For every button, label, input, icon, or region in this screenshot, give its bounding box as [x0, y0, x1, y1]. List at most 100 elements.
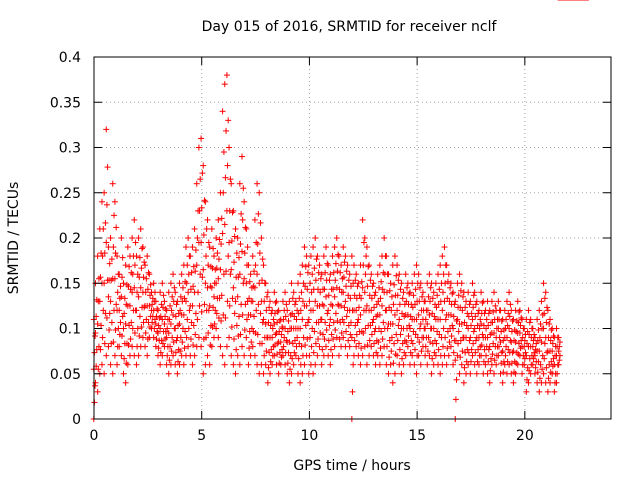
- data-point: [325, 292, 332, 299]
- data-point: [409, 340, 416, 347]
- data-point: [198, 135, 205, 142]
- data-point: [200, 370, 207, 377]
- data-point: [553, 325, 560, 332]
- data-point: [306, 352, 313, 359]
- data-point: [516, 340, 523, 347]
- data-point: [457, 287, 464, 294]
- data-point: [219, 108, 226, 115]
- data-point: [318, 271, 325, 278]
- data-point: [388, 334, 395, 341]
- y-tick-label: 0.25: [50, 186, 81, 202]
- data-point: [439, 307, 446, 314]
- data-point: [354, 283, 361, 290]
- data-point: [399, 295, 406, 302]
- data-point: [94, 320, 101, 327]
- data-point: [223, 343, 230, 350]
- data-point: [340, 274, 347, 281]
- data-point: [319, 346, 326, 353]
- data-point: [428, 370, 435, 377]
- data-point: [299, 298, 306, 305]
- data-point: [224, 162, 231, 169]
- data-point: [247, 271, 254, 278]
- data-point: [488, 298, 495, 305]
- data-point: [443, 361, 450, 368]
- data-point: [187, 253, 194, 260]
- data-point: [167, 320, 174, 327]
- data-point: [366, 337, 373, 344]
- data-point: [346, 271, 353, 278]
- data-point: [359, 284, 366, 291]
- data-point: [149, 295, 156, 302]
- data-point: [533, 340, 540, 347]
- data-point: [359, 216, 366, 223]
- data-point: [162, 328, 169, 335]
- data-point: [232, 370, 239, 377]
- data-point: [360, 330, 367, 337]
- data-point: [133, 253, 140, 260]
- data-point: [169, 334, 176, 341]
- data-point: [356, 292, 363, 299]
- data-point: [329, 302, 336, 309]
- data-point: [355, 280, 362, 287]
- y-tick-label: 0.35: [50, 95, 81, 111]
- data-point: [353, 307, 360, 314]
- data-point: [362, 325, 369, 332]
- data-point: [329, 352, 336, 359]
- data-point: [134, 325, 141, 332]
- data-point: [408, 337, 415, 344]
- data-point: [366, 262, 373, 269]
- data-point: [549, 348, 556, 355]
- data-point: [503, 298, 510, 305]
- data-point: [506, 325, 513, 332]
- data-point: [419, 289, 426, 296]
- data-point: [289, 340, 296, 347]
- data-point: [536, 334, 543, 341]
- data-point: [247, 311, 254, 318]
- data-point: [394, 262, 401, 269]
- data-point: [283, 301, 290, 308]
- data-point: [191, 225, 198, 232]
- data-point: [493, 361, 500, 368]
- data-point: [390, 360, 397, 367]
- data-point: [260, 370, 267, 377]
- data-point: [128, 319, 135, 326]
- data-point: [503, 316, 510, 323]
- data-point: [275, 307, 282, 314]
- data-point: [164, 325, 171, 332]
- data-point: [186, 307, 193, 314]
- data-point: [347, 283, 354, 290]
- data-point: [325, 307, 332, 314]
- data-point: [287, 352, 294, 359]
- data-point: [430, 325, 437, 332]
- data-point: [510, 316, 517, 323]
- y-tick-label: 0.05: [50, 367, 81, 383]
- data-point: [171, 284, 178, 291]
- data-point: [231, 336, 238, 343]
- data-point: [372, 289, 379, 296]
- data-point: [269, 307, 276, 314]
- data-point: [295, 310, 302, 317]
- data-point: [449, 322, 456, 329]
- data-point: [109, 180, 116, 187]
- data-point: [477, 316, 484, 323]
- data-point: [149, 319, 156, 326]
- data-point: [142, 262, 149, 269]
- data-point: [486, 343, 493, 350]
- data-point: [447, 284, 454, 291]
- data-point: [121, 295, 128, 302]
- data-point: [157, 325, 164, 332]
- data-point: [504, 322, 511, 329]
- y-tick-label: 0.2: [59, 231, 81, 247]
- data-point: [315, 319, 322, 326]
- data-point: [308, 343, 315, 350]
- data-point: [221, 81, 228, 88]
- data-point: [473, 370, 480, 377]
- data-point: [269, 334, 276, 341]
- data-point: [424, 348, 431, 355]
- data-point: [159, 340, 166, 347]
- data-point: [396, 316, 403, 323]
- data-point: [330, 286, 337, 293]
- data-point: [503, 334, 510, 341]
- data-point: [297, 307, 304, 314]
- data-point: [368, 295, 375, 302]
